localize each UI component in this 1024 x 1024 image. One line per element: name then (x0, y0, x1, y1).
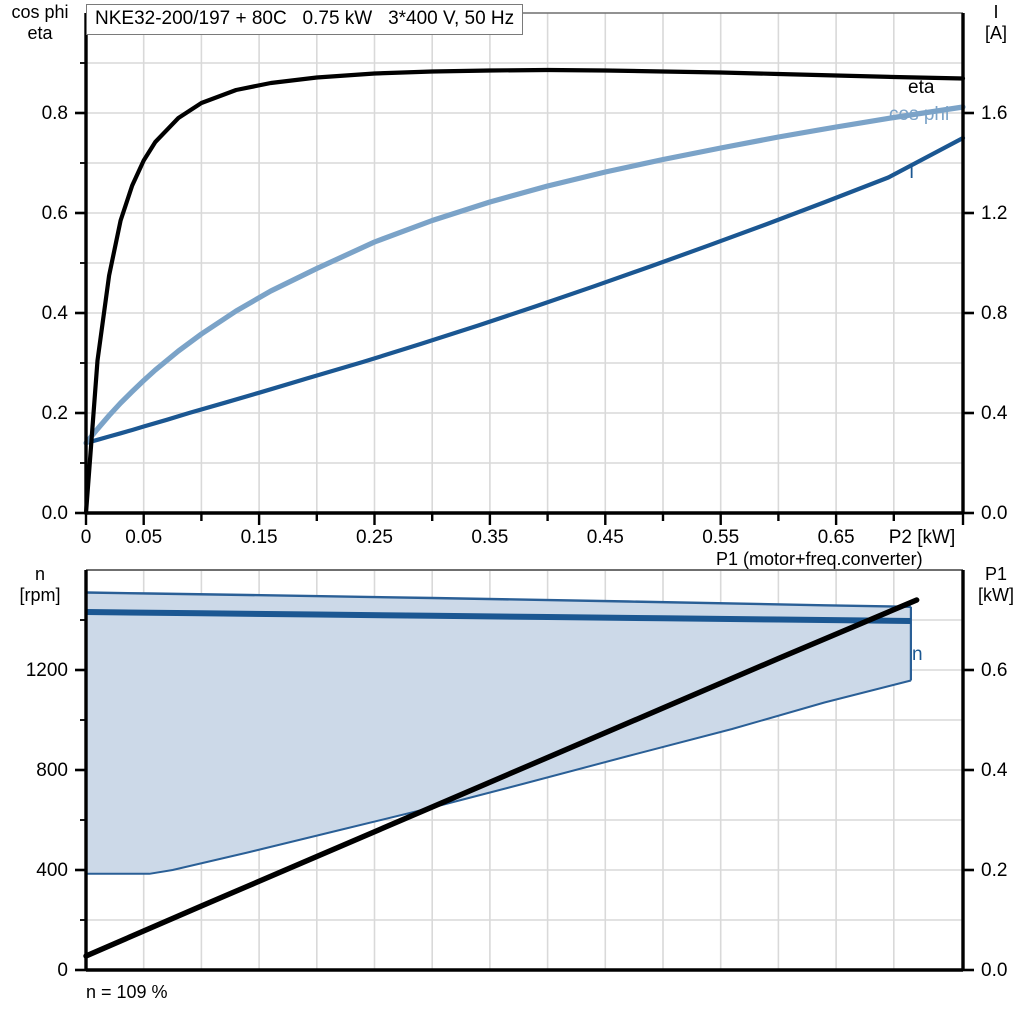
speed-band-upper-boundary (85, 591, 911, 608)
current-curve (83, 135, 966, 446)
lower-right-axis-title: P1 [kW] (978, 564, 1014, 605)
upper-right-tick-3: 1.2 (981, 203, 1008, 224)
upper-grid-vertical (142, 13, 895, 513)
upper-left-tick-1: 0.2 (41, 403, 68, 424)
lower-right-tick-3: 0.6 (981, 660, 1008, 681)
upper-right-tick-0: 0.0 (981, 503, 1008, 524)
upper-right-tick-2: 0.8 (981, 303, 1008, 324)
lower-left-tick-2: 800 (36, 760, 68, 781)
upper-x-axis-title: P2 [kW] (888, 527, 956, 548)
lower-right-tick-0: 0.0 (981, 960, 1008, 981)
upper-x-tick-4: 0.35 (471, 527, 509, 548)
lower-right-tick-2: 0.4 (981, 760, 1008, 781)
cosphi-curve (83, 104, 966, 446)
lower-left-tick-0: 0 (57, 960, 68, 981)
upper-left-tick-2: 0.4 (41, 303, 68, 324)
upper-x-tick-7: 0.65 (817, 527, 855, 548)
upper-left-ticks (75, 111, 86, 515)
lower-left-ticks (75, 668, 86, 972)
lower-left-tick-3: 1200 (25, 660, 68, 681)
p1-curve (83, 597, 920, 959)
upper-right-ticks (963, 111, 974, 515)
lower-left-axis-title: n [rpm] (19, 564, 61, 605)
upper-grid-horizontal (86, 62, 963, 464)
upper-x-tick-3: 0.25 (356, 527, 393, 548)
upper-x-ticks (84, 513, 965, 525)
upper-left-axis-title: cos phi eta (11, 2, 69, 43)
upper-plot-svg (75, 12, 974, 525)
chart-title-box: NKE32-200/197 + 80C 0.75 kW 3*400 V, 50 … (86, 4, 524, 35)
upper-left-tick-3: 0.6 (41, 203, 68, 224)
speed-range-band (86, 592, 911, 874)
speed-curve-label: n (912, 644, 923, 665)
upper-left-tick-4: 0.8 (41, 103, 68, 124)
upper-x-tick-6: 0.55 (702, 527, 740, 548)
speed-percentage-footnote: n = 109 % (86, 982, 168, 1002)
lower-right-tick-1: 0.2 (981, 860, 1008, 881)
upper-left-minor-ticks (80, 62, 86, 464)
upper-right-tick-1: 0.4 (981, 403, 1008, 424)
upper-x-tick-1: 0.05 (125, 527, 163, 548)
lower-left-tick-1: 400 (36, 860, 68, 881)
upper-right-tick-4: 1.6 (981, 103, 1008, 124)
speed-curve (85, 609, 911, 624)
upper-right-axis-title: I [A] (984, 2, 1007, 43)
cosphi-curve-label: cos phi (889, 104, 950, 125)
upper-x-tick-5: 0.45 (586, 527, 624, 548)
eta-curve-label: eta (908, 77, 935, 98)
upper-left-tick-0: 0.0 (41, 503, 68, 524)
p1-curve-label: P1 (motor+freq.converter) (716, 549, 923, 569)
lower-left-minor-ticks (80, 619, 86, 921)
current-curve-label: I (909, 162, 915, 183)
eta-curve (83, 67, 966, 516)
lower-right-ticks (963, 668, 974, 972)
upper-x-tick-2: 0.15 (240, 527, 278, 548)
upper-x-tick-0: 0 (80, 527, 92, 548)
